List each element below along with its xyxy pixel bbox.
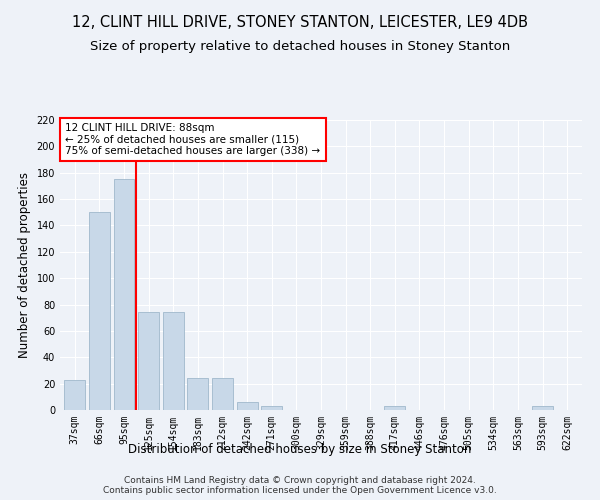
Text: 12, CLINT HILL DRIVE, STONEY STANTON, LEICESTER, LE9 4DB: 12, CLINT HILL DRIVE, STONEY STANTON, LE… bbox=[72, 15, 528, 30]
Bar bbox=[532, 406, 553, 410]
Bar bbox=[212, 378, 233, 410]
Bar bbox=[236, 402, 257, 410]
Text: Distribution of detached houses by size in Stoney Stanton: Distribution of detached houses by size … bbox=[128, 442, 472, 456]
Bar bbox=[138, 312, 159, 410]
Bar bbox=[385, 406, 406, 410]
Text: 12 CLINT HILL DRIVE: 88sqm
← 25% of detached houses are smaller (115)
75% of sem: 12 CLINT HILL DRIVE: 88sqm ← 25% of deta… bbox=[65, 123, 320, 156]
Bar bbox=[187, 378, 208, 410]
Bar bbox=[64, 380, 85, 410]
Bar bbox=[261, 406, 282, 410]
Bar bbox=[113, 180, 134, 410]
Bar bbox=[89, 212, 110, 410]
Bar bbox=[163, 312, 184, 410]
Text: Size of property relative to detached houses in Stoney Stanton: Size of property relative to detached ho… bbox=[90, 40, 510, 53]
Text: Contains HM Land Registry data © Crown copyright and database right 2024.
Contai: Contains HM Land Registry data © Crown c… bbox=[103, 476, 497, 495]
Y-axis label: Number of detached properties: Number of detached properties bbox=[18, 172, 31, 358]
